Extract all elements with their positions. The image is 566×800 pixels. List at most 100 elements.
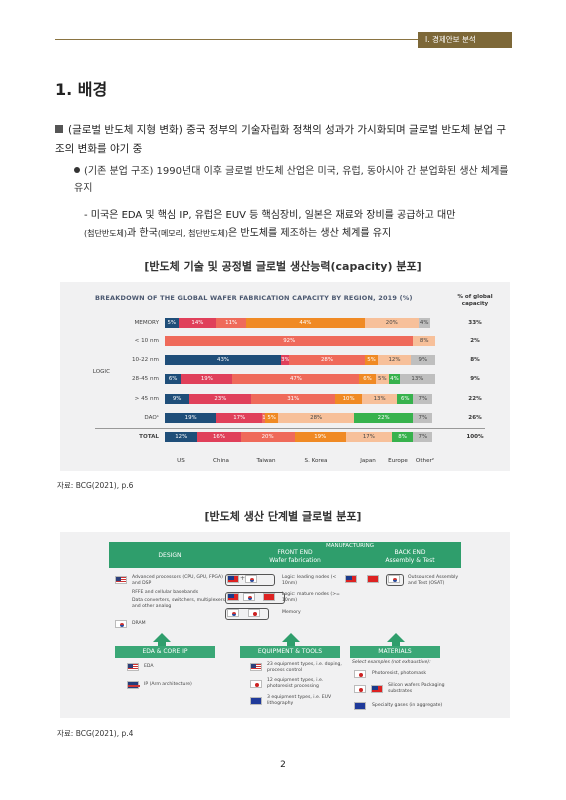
- front-item-3: Memory: [282, 610, 301, 615]
- bar-segment: 9%: [165, 394, 190, 404]
- p3-d: (메모리, 첨단반도체): [157, 229, 229, 238]
- tw-flag-icon: [227, 575, 239, 583]
- us-flag-icon: [127, 663, 139, 671]
- global-capacity-value: 9%: [470, 376, 480, 382]
- bar-segment: 12%: [378, 355, 411, 365]
- x-label: US: [177, 458, 185, 464]
- figure-1-caption: [반도체 기술 및 공정별 글로벌 생산능력(capacity) 분포]: [144, 260, 422, 273]
- bar-segment: 19%: [165, 413, 217, 423]
- paragraph-1: (글로벌 반도체 지형 변화) 중국 정부의 기술자립화 정책의 성과가 가시화…: [55, 121, 515, 159]
- stacked-bar: 12% 16% 20% 19% 17% 8% 7%: [165, 432, 435, 442]
- design-item-2: RFFE and cellular basebands: [132, 590, 199, 595]
- uk-flag-icon: [127, 681, 140, 689]
- bar-segment: 7%: [413, 432, 433, 442]
- bar-segment: 23%: [189, 394, 252, 404]
- tw-flag-icon: [371, 685, 383, 693]
- stacked-bar: 6% 19% 47% 6% 5% 4% 13%: [165, 374, 435, 384]
- cn-flag-icon: [263, 593, 275, 601]
- x-label: S. Korea: [304, 458, 328, 464]
- global-capacity-value: 33%: [468, 320, 482, 326]
- cn-flag-icon: [367, 575, 379, 583]
- bar-segment: 9%: [410, 355, 435, 365]
- stacked-bar: 92% 8%: [165, 336, 435, 346]
- up-arrow-icon: [153, 633, 171, 642]
- us-flag-icon: [115, 576, 127, 584]
- up-arrow-icon: [282, 633, 300, 642]
- jp-flag-icon: [248, 609, 260, 617]
- global-capacity-value: 100%: [466, 434, 484, 440]
- arrow-stem: [158, 642, 166, 646]
- manufacturing-band: [109, 542, 461, 568]
- front-item-2: Logic: mature nodes (>= 10nm): [282, 592, 340, 603]
- category-label: DAO¹: [144, 415, 159, 421]
- bar-segment: 28%: [278, 413, 354, 423]
- bar-segment: 19%: [294, 432, 346, 442]
- chart-title: BREAKDOWN OF THE GLOBAL WAFER FABRICATIO…: [95, 294, 413, 302]
- back-item-1: Outsourced Assembly and Test (OSAT): [408, 575, 459, 586]
- bar-segment: 3%: [281, 355, 290, 365]
- design-item-4: DRAM: [132, 621, 146, 626]
- front-flag-group-3: [225, 608, 269, 620]
- x-label: Taiwan: [256, 458, 276, 464]
- stacked-bar: 19%17%1%5%28%22%7%: [165, 413, 435, 423]
- bar-segment: 8%: [391, 432, 414, 442]
- front-end-sub: Wafer fabrication: [269, 557, 321, 564]
- x-label: China: [213, 458, 229, 464]
- x-label: Other²: [415, 458, 435, 464]
- bar-segment: 4%: [389, 374, 400, 384]
- kr-flag-icon: [243, 593, 255, 601]
- eda-core-ip-box: EDA & CORE IP: [115, 646, 215, 658]
- category-label: 10-22 nm: [131, 357, 159, 363]
- figure-2-source: 자료: BCG(2021), p.4: [57, 729, 134, 738]
- equip-item-2: 12 equipment types, i.e. photoresist pro…: [267, 678, 324, 689]
- materials-sub: Select examples (not exhaustive):: [352, 660, 431, 665]
- bar-segment: 4%: [418, 318, 430, 328]
- back-end-label: BACK END: [394, 549, 426, 556]
- eda-item-2: IP (Arm architecture): [144, 682, 192, 687]
- plus-icon: +: [240, 575, 246, 582]
- front-flag-group-2: [225, 592, 285, 604]
- bar-segment: 5%: [264, 413, 279, 423]
- bar-segment: 5%: [165, 318, 179, 328]
- materials-box: MATERIALS: [350, 646, 440, 658]
- bar-segment: 10%: [335, 394, 363, 404]
- tw-flag-icon: [227, 593, 239, 601]
- up-arrow-icon: [387, 633, 405, 642]
- category-label: > 45 nm: [134, 396, 159, 402]
- total-separator: [95, 428, 485, 429]
- materials-item-1: Photoresist, photomask: [372, 671, 427, 676]
- kr-flag-icon: [245, 575, 257, 583]
- bar-segment: 47%: [232, 374, 360, 384]
- design-item-1: Advanced processors (CPU, GPU, FPGA) and…: [132, 575, 223, 586]
- capacity-chart: BREAKDOWN OF THE GLOBAL WAFER FABRICATIO…: [60, 282, 510, 471]
- page-number: 2: [280, 760, 286, 770]
- global-capacity-value: 22%: [468, 396, 482, 402]
- stacked-bar: 9% 23% 31% 10% 13% 6% 7%: [165, 394, 435, 404]
- global-capacity-header: % of global capacity: [457, 294, 493, 307]
- bar-segment: 6%: [359, 374, 376, 384]
- paragraph-2: (기존 분업 구조) 1990년대 이후 글로벌 반도체 산업은 미국, 유럽,…: [74, 163, 514, 197]
- bar-segment: 44%: [245, 318, 365, 328]
- category-label: MEMORY: [134, 320, 159, 326]
- us-flag-icon: [250, 663, 262, 671]
- equip-item-1: 23 equipment types, i.e. doping, process…: [267, 662, 342, 673]
- category-label: 28-45 nm: [131, 376, 159, 382]
- bar-segment: 7%: [413, 413, 433, 423]
- materials-item-2: Silicon wafers Packaging substrates: [388, 683, 445, 694]
- paragraph-3: - 미국은 EDA 및 핵심 IP, 유럽은 EUV 등 핵심장비, 일본은 재…: [84, 207, 514, 243]
- bar-segment: 92%: [165, 336, 414, 346]
- jp-flag-icon: [250, 680, 262, 688]
- global-capacity-value: 2%: [470, 338, 480, 344]
- eu-flag-icon: [250, 697, 262, 705]
- equipment-tools-box: EQUIPMENT & TOOLS: [240, 646, 340, 658]
- arrow-stem: [392, 642, 400, 646]
- figure-1-source: 자료: BCG(2021), p.6: [57, 481, 134, 490]
- kr-flag-icon: [115, 620, 127, 628]
- bar-segment: 22%: [353, 413, 414, 423]
- bar-segment: 5%: [364, 355, 379, 365]
- bar-segment: 17%: [345, 432, 392, 442]
- design-item-3: Data converters, switchers, multiplexers…: [132, 598, 225, 609]
- bar-segment: 19%: [181, 374, 233, 384]
- bar-segment: 20%: [364, 318, 419, 328]
- bar-segment: 6%: [165, 374, 182, 384]
